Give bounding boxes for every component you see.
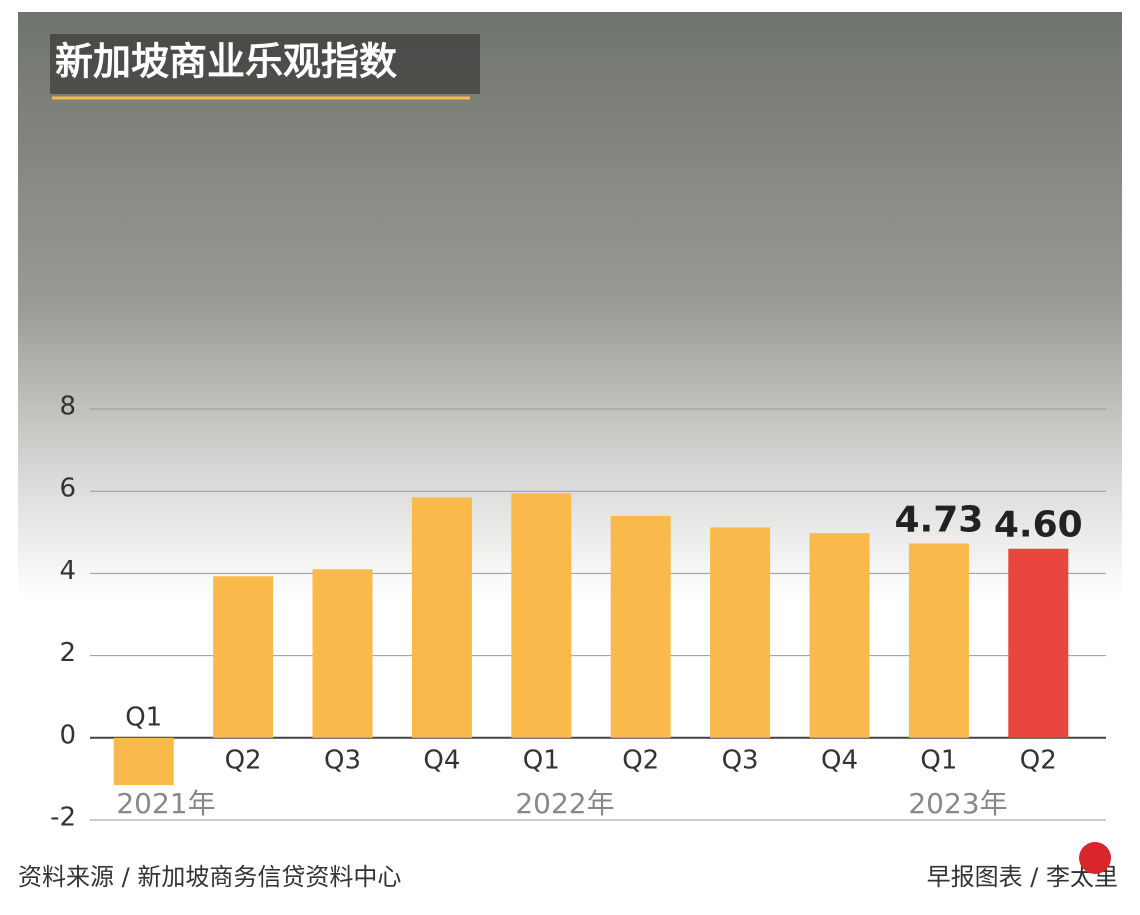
x-tick-label: Q1 [125,702,162,732]
bar [610,515,671,738]
y-tick-label: 0 [59,720,76,750]
title-backdrop [50,34,480,94]
y-tick-label: 6 [59,474,76,504]
value-label: 4.73 [894,499,983,540]
x-tick-label: Q2 [225,745,262,775]
y-tick-label: 8 [59,392,76,422]
x-tick-label: Q1 [523,745,560,775]
bar [710,527,771,738]
source: 资料来源 / 新加坡商务信贷资料中心 [18,863,401,891]
bar [809,533,870,738]
bar [1008,548,1069,738]
bar [411,497,472,738]
x-tick-label: Q3 [324,745,361,775]
y-tick-label: 4 [59,556,76,586]
y-tick-label: 2 [59,638,76,668]
year-label: 2023年 [908,787,1007,820]
x-tick-label: Q1 [920,745,957,775]
x-tick-label: Q2 [1020,745,1057,775]
bar [213,576,274,738]
bar [113,737,174,786]
x-tick-label: Q4 [821,745,858,775]
year-label: 2022年 [515,787,614,820]
x-tick-label: Q3 [722,745,759,775]
bar [908,543,969,738]
bar [511,493,572,738]
logo [1079,842,1111,874]
chart-title: 新加坡商业乐观指数 [55,40,397,84]
year-label: 2021年 [116,787,215,820]
x-tick-label: Q2 [622,745,659,775]
bar [312,569,373,738]
value-label: 4.60 [994,505,1083,546]
x-tick-label: Q4 [423,745,460,775]
y-tick-label: -2 [50,803,76,833]
